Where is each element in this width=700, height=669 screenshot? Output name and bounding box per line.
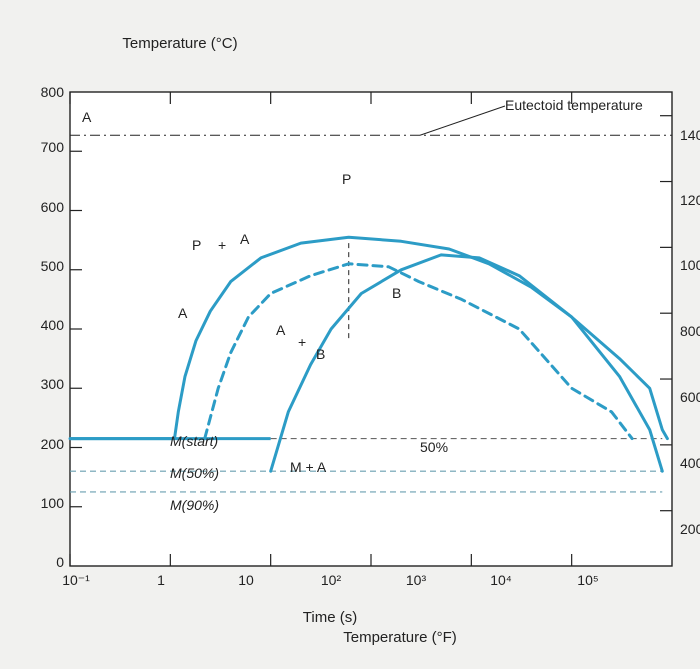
label-50-percent: 50% — [420, 439, 448, 455]
tick-marks — [69, 92, 672, 566]
label-m90: M(90%) — [170, 497, 219, 513]
y-left-tick-4: 400 — [41, 317, 65, 333]
y-right-tick-1: 400 — [680, 455, 700, 471]
y-right-tick-4: 1000 — [680, 257, 700, 273]
label-ab-plus: + — [298, 334, 306, 350]
x-tick-label-6: 10⁵ — [577, 572, 598, 588]
y-right-tick-3: 800 — [680, 323, 700, 339]
x-tick-label-5: 10⁴ — [490, 572, 512, 588]
x-tick-label-2: 10 — [238, 572, 254, 588]
y-left-axis-title: Temperature (°C) — [122, 35, 237, 52]
label-m50: M(50%) — [170, 465, 219, 481]
series-line-50-1 — [203, 262, 634, 441]
x-tick-label-1: 1 — [157, 572, 165, 588]
label-eutectoid: Eutectoid temperature — [505, 97, 643, 113]
label-ab-b: B — [316, 346, 325, 362]
eutectoid-pointer — [419, 105, 506, 136]
label-m-plus-a: M + A — [290, 459, 327, 475]
plot-area — [69, 91, 673, 567]
label-mstart: M(start) — [170, 433, 218, 449]
label-b-right: B — [392, 285, 401, 301]
axis-labels: 10⁻¹ 1 10 10² 10³ 10⁴ 10⁵ Time (s) 0 100… — [41, 35, 700, 646]
series-curves — [68, 235, 669, 473]
x-axis-title: Time (s) — [303, 609, 357, 626]
series-line-finish-2 — [269, 253, 664, 473]
x-tick-label-0: 10⁻¹ — [62, 572, 90, 588]
y-right-tick-2: 600 — [680, 389, 700, 405]
region-labels: Eutectoid temperature A A P B P + A A + … — [82, 97, 643, 513]
y-left-tick-5: 500 — [41, 258, 65, 274]
label-pa-a: A — [240, 231, 250, 247]
x-tick-label-3: 10² — [321, 572, 342, 588]
y-right-tick-6: 1400 — [680, 127, 700, 143]
x-tick-label-4: 10³ — [406, 572, 427, 588]
label-a-left: A — [178, 305, 188, 321]
y-right-tick-5: 1200 — [680, 192, 700, 208]
y-right-axis-title: Temperature (°F) — [343, 629, 457, 646]
label-a-top: A — [82, 109, 92, 125]
y-left-tick-0: 0 — [56, 554, 64, 570]
y-left-tick-7: 700 — [41, 139, 65, 155]
label-pa-plus: + — [218, 237, 226, 253]
label-pa-p: P — [192, 237, 201, 253]
series-line-start-0 — [68, 235, 669, 441]
label-ab-a: A — [276, 322, 286, 338]
y-left-tick-3: 300 — [41, 376, 65, 392]
y-right-tick-0: 200 — [680, 521, 700, 537]
y-left-tick-8: 800 — [41, 84, 65, 100]
plot-frame — [69, 91, 673, 567]
label-p-right: P — [342, 171, 351, 187]
y-left-tick-2: 200 — [41, 436, 65, 452]
y-left-tick-1: 100 — [41, 495, 65, 511]
y-left-tick-6: 600 — [41, 199, 65, 215]
